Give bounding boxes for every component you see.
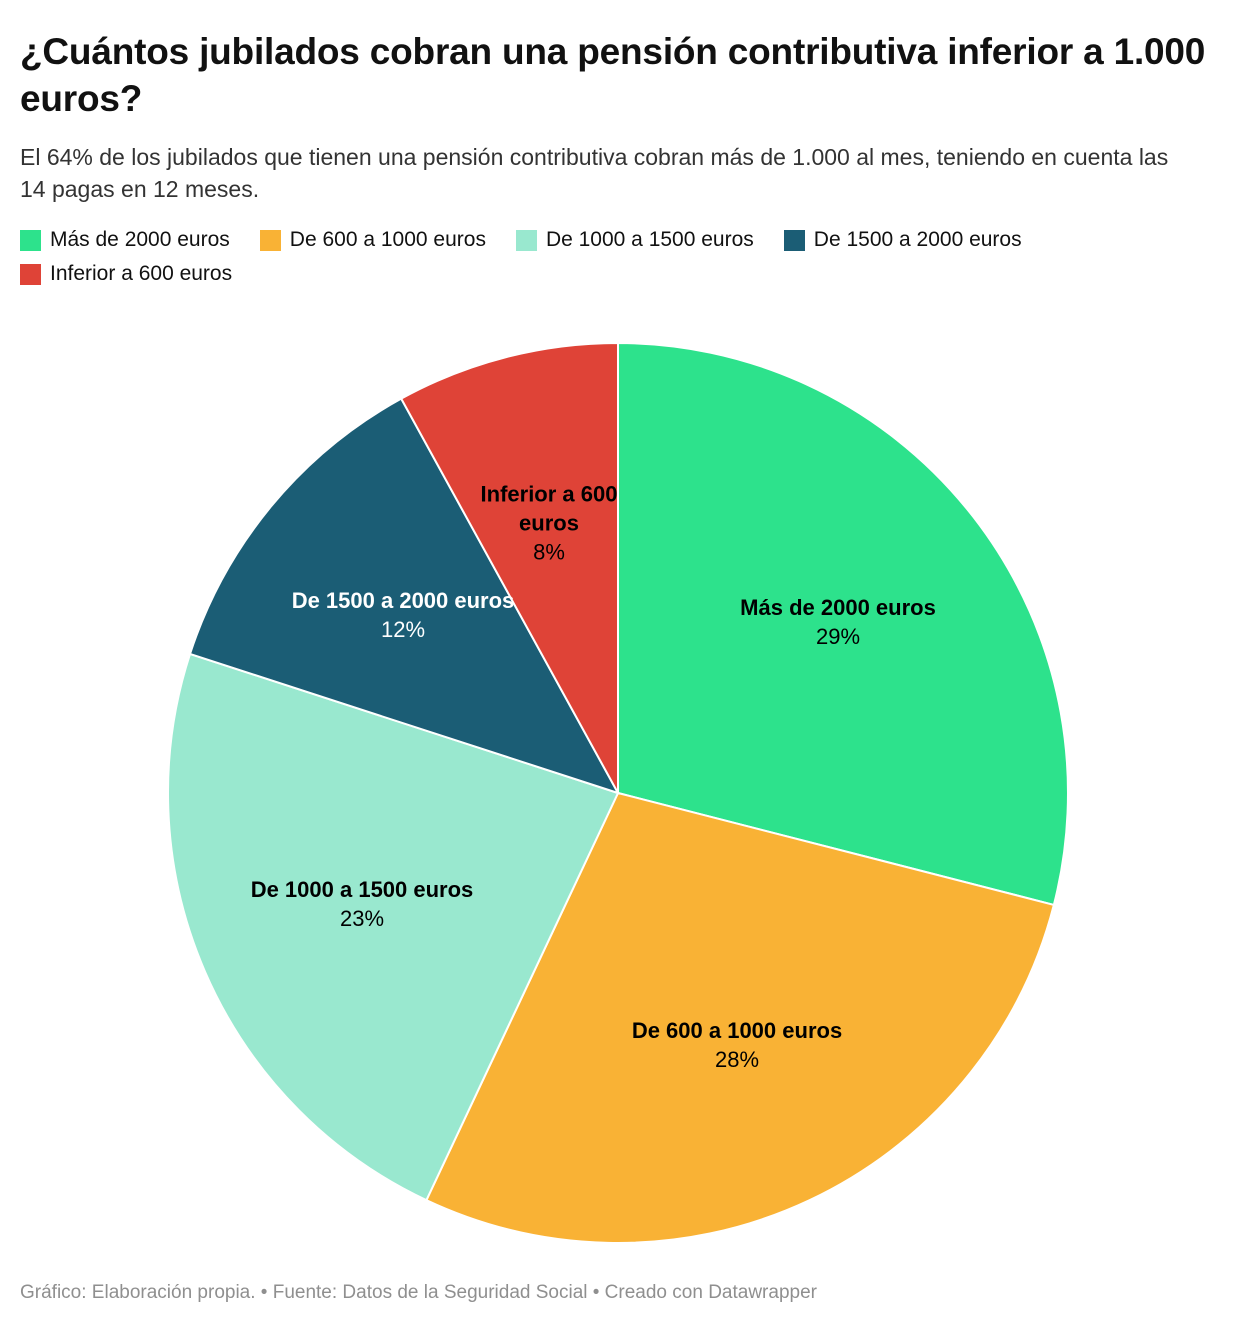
legend-item: De 1500 a 2000 euros (783, 228, 1022, 252)
legend-swatch (515, 229, 537, 251)
pie-chart: Más de 2000 euros 29% De 600 a 1000 euros 2… (163, 338, 1073, 1248)
legend-item: De 600 a 1000 euros (259, 228, 486, 252)
chart-footer-text: Gráfico: Elaboración propia. • Fuente: D… (20, 1282, 817, 1304)
legend-label: Más de 2000 euros (50, 228, 230, 252)
legend-item: Inferior a 600 euros (20, 262, 232, 286)
legend-label: De 1500 a 2000 euros (813, 228, 1022, 252)
legend-label: De 600 a 1000 euros (289, 228, 486, 252)
chart-footer-area: Gráfico: Elaboración propia. • Fuente: D… (20, 1282, 1216, 1304)
legend-swatch (20, 229, 41, 251)
legend-label: Inferior a 600 euros (50, 262, 233, 286)
legend-swatch (20, 263, 41, 285)
legend-swatch (783, 229, 805, 251)
pie-slice (188, 397, 621, 795)
pie-slice (617, 342, 1069, 907)
legend-item: De 1000 a 1500 euros (515, 228, 754, 252)
legend-label: De 1000 a 1500 euros (545, 228, 754, 252)
pie-slice (399, 342, 619, 794)
legend-item: Más de 2000 euros (20, 228, 230, 252)
chart-page: ¿Cuántos jubilados cobran una pensión co… (20, 28, 1216, 1304)
pie-slice (166, 652, 620, 1202)
pie-slice (425, 791, 1056, 1245)
pie-chart-svg (166, 342, 1069, 1245)
legend-swatch (259, 229, 281, 251)
chart-subtitle: El 64% de los jubilados que tienen una p… (20, 143, 1169, 203)
pie-chart-area: Más de 2000 euros 29% De 600 a 1000 euros 2… (20, 338, 1216, 1248)
chart-header: ¿Cuántos jubilados cobran una pensión co… (20, 28, 1216, 286)
chart-title: ¿Cuántos jubilados cobran una pensión co… (20, 31, 1206, 120)
legend: Más de 2000 euros De 600 a 1000 euros De 1… (20, 228, 1190, 286)
